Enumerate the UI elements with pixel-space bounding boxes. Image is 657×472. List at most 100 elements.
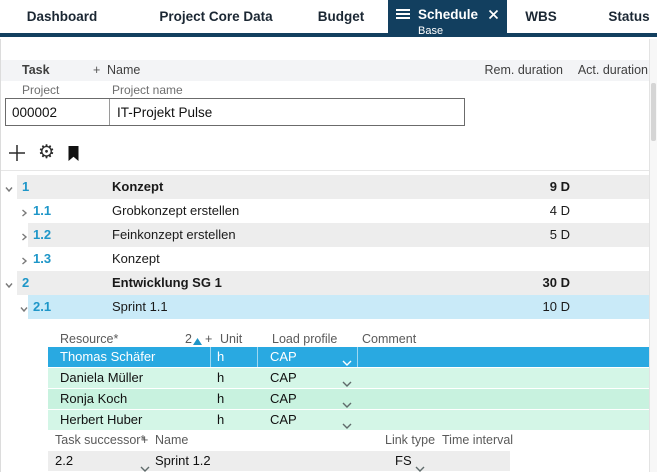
task-row-1-1[interactable]: 1.1 Grobkonzept erstellen 4 D [0, 199, 657, 223]
dropdown-chevron-icon[interactable] [342, 375, 352, 390]
task-row-1-3[interactable]: 1.3 Konzept [0, 247, 657, 271]
column-comment[interactable]: Comment [362, 332, 417, 346]
task-row-2-1-selected[interactable]: 2.1 Sprint 1.1 10 D [0, 295, 657, 319]
tab-wbs[interactable]: WBS [525, 9, 557, 24]
column-time-interval[interactable]: Time interval [442, 433, 514, 447]
resource-unit[interactable]: h [217, 412, 225, 427]
task-number: 2.1 [33, 299, 52, 314]
successor-row[interactable]: 2.2 Sprint 1.2 FS [48, 451, 510, 472]
close-tab-icon[interactable] [488, 9, 499, 20]
successor-name: Sprint 1.2 [155, 453, 211, 468]
bookmark-flag-icon[interactable] [67, 145, 80, 162]
project-label: Project [22, 83, 60, 97]
project-id-field[interactable]: 000002 [6, 99, 110, 125]
resource-load-profile[interactable]: CAP [270, 391, 297, 406]
task-row-2[interactable]: 2 Entwicklung SG 1 30 D [0, 271, 657, 295]
resource-load-profile[interactable]: CAP [270, 412, 297, 427]
resource-row-selected[interactable]: Thomas Schäfer h CAP [48, 347, 650, 367]
tab-schedule-label: Schedule [418, 6, 479, 22]
scrollbar-thumb[interactable] [651, 83, 656, 141]
resource-row[interactable]: Daniela Müller h CAP [48, 368, 650, 388]
task-toolbar: ⚙ [8, 140, 80, 166]
settings-gear-icon[interactable]: ⚙ [38, 142, 56, 163]
tab-schedule-sublabel: Base [418, 25, 444, 37]
chevron-down-icon[interactable] [4, 278, 14, 293]
task-name: Grobkonzept erstellen [112, 203, 240, 218]
resource-name: Thomas Schäfer [60, 349, 156, 364]
column-name[interactable]: Name [107, 63, 141, 77]
chevron-right-icon[interactable] [19, 254, 29, 269]
tab-budget[interactable]: Budget [317, 9, 365, 24]
column-rem-duration[interactable]: Rem. duration [484, 63, 563, 77]
task-number: 1.3 [33, 251, 52, 266]
task-rem-duration: 30 D [542, 275, 570, 290]
resource-row[interactable]: Ronja Koch h CAP [48, 389, 650, 409]
column-load-profile[interactable]: Load profile [272, 332, 338, 346]
dropdown-chevron-icon[interactable] [140, 458, 150, 472]
task-rem-duration: 4 D [549, 203, 570, 218]
column-task[interactable]: Task [22, 63, 50, 77]
tab-bar: Dashboard Project Core Data Budget WBS S… [0, 0, 657, 38]
successor-table-header: Task successor* + Name Link type Time in… [0, 432, 657, 449]
left-border [0, 39, 1, 472]
project-name-field[interactable]: IT-Projekt Pulse [117, 104, 213, 120]
task-name: Sprint 1.1 [112, 299, 168, 314]
column-task-successor[interactable]: Task successor* [55, 433, 146, 447]
sort-asc-icon[interactable] [193, 332, 202, 350]
project-row: 000002 IT-Projekt Pulse [5, 98, 465, 126]
resource-name: Daniela Müller [60, 370, 144, 385]
task-name: Konzept [112, 251, 160, 266]
table-column-header: Task + Name Rem. duration Act. duration [0, 60, 650, 81]
tab-status[interactable]: Status [608, 9, 650, 24]
column-resource[interactable]: Resource* [60, 332, 119, 346]
add-task-icon[interactable] [8, 144, 26, 162]
task-name: Konzept [112, 179, 164, 194]
tab-project-core-data[interactable]: Project Core Data [159, 9, 273, 24]
resource-table-header: Resource* 2 + Unit Load profile Comment [0, 330, 657, 348]
column-unit[interactable]: Unit [220, 332, 243, 346]
dropdown-chevron-icon[interactable] [415, 458, 425, 472]
add-successor-icon[interactable]: + [141, 433, 149, 447]
chevron-right-icon[interactable] [19, 230, 29, 245]
resource-load-profile[interactable]: CAP [270, 349, 297, 364]
resource-unit[interactable]: h [217, 370, 225, 385]
tabbar-underline [0, 33, 657, 37]
resource-unit[interactable]: h [217, 349, 225, 364]
project-name-label: Project name [112, 83, 183, 97]
chevron-right-icon[interactable] [19, 206, 29, 221]
add-column-icon[interactable]: + [93, 63, 101, 77]
resource-name: Herbert Huber [60, 412, 143, 427]
task-number: 1.2 [33, 227, 52, 242]
menu-icon[interactable] [396, 8, 410, 20]
chevron-down-icon[interactable] [19, 302, 29, 317]
column-name[interactable]: Name [155, 433, 189, 447]
resource-load-profile[interactable]: CAP [270, 370, 297, 385]
tab-dashboard[interactable]: Dashboard [26, 9, 98, 24]
column-act-duration[interactable]: Act. duration [577, 63, 648, 77]
dropdown-chevron-icon[interactable] [342, 354, 352, 369]
task-name: Feinkonzept erstellen [112, 227, 236, 242]
vertical-scrollbar[interactable] [649, 39, 657, 472]
add-resource-icon[interactable]: + [205, 332, 213, 346]
dropdown-chevron-icon[interactable] [342, 417, 352, 432]
task-row-1[interactable]: 1 Konzept 9 D [0, 175, 657, 199]
toolbar-separator [0, 170, 650, 171]
resource-row[interactable]: Herbert Huber h CAP [48, 410, 650, 430]
successor-id[interactable]: 2.2 [55, 453, 74, 468]
column-link-type[interactable]: Link type [385, 433, 436, 447]
task-rem-duration: 5 D [549, 227, 570, 242]
task-number: 1 [22, 179, 30, 194]
task-number: 1.1 [33, 203, 52, 218]
chevron-down-icon[interactable] [4, 182, 14, 197]
successor-link-type[interactable]: FS [395, 453, 412, 468]
dropdown-chevron-icon[interactable] [342, 396, 352, 411]
sort-order-badge[interactable]: 2 [185, 332, 192, 346]
tab-schedule[interactable]: Schedule Base [388, 0, 507, 37]
resource-unit[interactable]: h [217, 391, 225, 406]
task-rem-duration: 10 D [542, 299, 570, 314]
task-name: Entwicklung SG 1 [112, 275, 222, 290]
task-row-1-2[interactable]: 1.2 Feinkonzept erstellen 5 D [0, 223, 657, 247]
task-rem-duration: 9 D [549, 179, 570, 194]
resource-name: Ronja Koch [60, 391, 128, 406]
